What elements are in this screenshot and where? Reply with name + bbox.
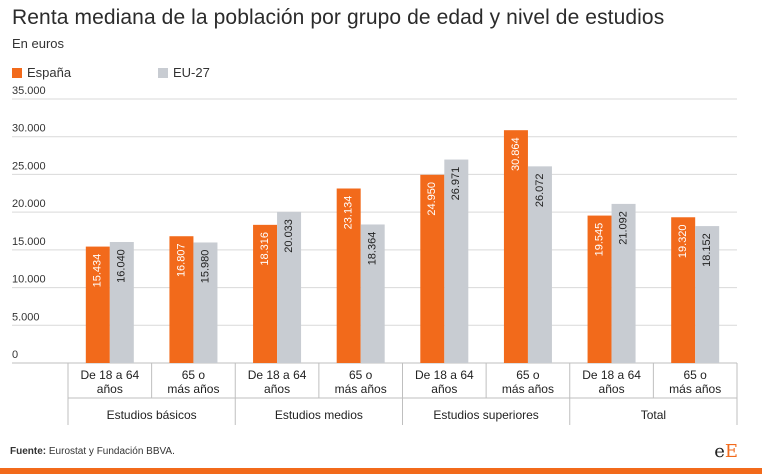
x-tick-label: años bbox=[264, 382, 290, 396]
data-label-eu27: 16.040 bbox=[116, 249, 128, 283]
chart-subtitle: En euros bbox=[12, 36, 65, 51]
legend-item-espana: España bbox=[12, 65, 71, 80]
source-text: Eurostat y Fundación BBVA. bbox=[48, 446, 175, 457]
x-tick-label: De 18 a 64 bbox=[80, 368, 139, 382]
x-tick-label: 65 o bbox=[516, 368, 540, 382]
x-tick-label: De 18 a 64 bbox=[248, 368, 307, 382]
data-label-eu27: 15.980 bbox=[199, 250, 211, 284]
data-label-espana: 23.134 bbox=[343, 196, 355, 230]
y-tick-label: 25.000 bbox=[12, 160, 46, 172]
bar-espana bbox=[253, 224, 278, 363]
x-tick-label: De 18 a 64 bbox=[415, 368, 474, 382]
bar-espana bbox=[85, 246, 110, 363]
bar-eu27 bbox=[360, 224, 385, 363]
data-label-eu27: 26.072 bbox=[534, 174, 546, 208]
logo-letter-E: E bbox=[724, 441, 738, 462]
y-tick-label: 10.000 bbox=[12, 274, 46, 286]
group-label: Estudios medios bbox=[275, 408, 363, 422]
y-tick-label: 15.000 bbox=[12, 236, 46, 248]
x-tick-label: más años bbox=[167, 382, 219, 396]
data-label-eu27: 20.033 bbox=[283, 219, 295, 253]
data-label-eu27: 26.971 bbox=[450, 167, 462, 201]
bar-eu27 bbox=[527, 166, 552, 363]
bar-eu27 bbox=[193, 242, 218, 363]
group-label: Total bbox=[641, 408, 666, 422]
y-tick-label: 0 bbox=[12, 349, 18, 361]
publisher-logo: eE bbox=[714, 441, 738, 462]
data-label-espana: 16.807 bbox=[175, 243, 187, 277]
x-tick-label: más años bbox=[335, 382, 387, 396]
legend-label-eu27: EU-27 bbox=[173, 65, 210, 80]
data-label-espana: 19.320 bbox=[677, 224, 689, 258]
y-tick-label: 30.000 bbox=[12, 123, 46, 135]
bar-chart: 0 5.000 10.000 15.000 20.000 25.000 30.000 35.0… bbox=[12, 85, 738, 425]
data-label-eu27: 21.092 bbox=[617, 211, 629, 245]
x-tick-label: años bbox=[97, 382, 123, 396]
data-label-eu27: 18.364 bbox=[367, 232, 379, 266]
y-tick-label: 20.000 bbox=[12, 198, 46, 210]
legend-item-eu27: EU-27 bbox=[158, 65, 210, 80]
x-tick-label: 65 o bbox=[684, 368, 708, 382]
bar-espana bbox=[503, 130, 528, 363]
bar-espana bbox=[587, 215, 612, 363]
x-tick-label: 65 o bbox=[182, 368, 206, 382]
y-tick-label: 35.000 bbox=[12, 85, 46, 97]
bar-espana bbox=[671, 217, 696, 363]
legend-swatch-espana bbox=[12, 67, 22, 78]
x-tick-label: años bbox=[431, 382, 457, 396]
bar-eu27 bbox=[695, 226, 720, 363]
bar-espana bbox=[336, 188, 361, 363]
logo-letter-e: e bbox=[714, 441, 725, 462]
source-label: Fuente: bbox=[10, 446, 47, 457]
source-note: Fuente: Eurostat y Fundación BBVA. bbox=[10, 446, 175, 457]
data-label-espana: 30.864 bbox=[510, 137, 522, 171]
chart-title: Renta mediana de la población por grupo … bbox=[12, 6, 665, 29]
x-tick-label: 65 o bbox=[349, 368, 373, 382]
legend-swatch-eu27 bbox=[158, 67, 168, 78]
data-label-espana: 24.950 bbox=[426, 182, 438, 216]
bottom-accent-bar bbox=[0, 468, 762, 474]
data-label-espana: 19.545 bbox=[593, 223, 605, 257]
x-tick-label: más años bbox=[502, 382, 554, 396]
y-tick-label: 5.000 bbox=[12, 311, 40, 323]
data-label-eu27: 18.152 bbox=[701, 233, 713, 267]
bar-eu27 bbox=[611, 203, 636, 363]
data-label-espana: 18.316 bbox=[259, 232, 271, 266]
group-label: Estudios básicos bbox=[107, 408, 197, 422]
group-label: Estudios superiores bbox=[433, 408, 538, 422]
data-label-espana: 15.434 bbox=[92, 254, 104, 288]
bar-espana bbox=[169, 236, 194, 363]
x-tick-label: De 18 a 64 bbox=[582, 368, 641, 382]
legend-label-espana: España bbox=[27, 65, 72, 80]
x-tick-label: años bbox=[599, 382, 625, 396]
bar-espana bbox=[420, 174, 445, 363]
x-tick-label: más años bbox=[669, 382, 721, 396]
bar-eu27 bbox=[444, 159, 469, 363]
bar-eu27 bbox=[109, 242, 134, 363]
bar-eu27 bbox=[277, 211, 302, 363]
